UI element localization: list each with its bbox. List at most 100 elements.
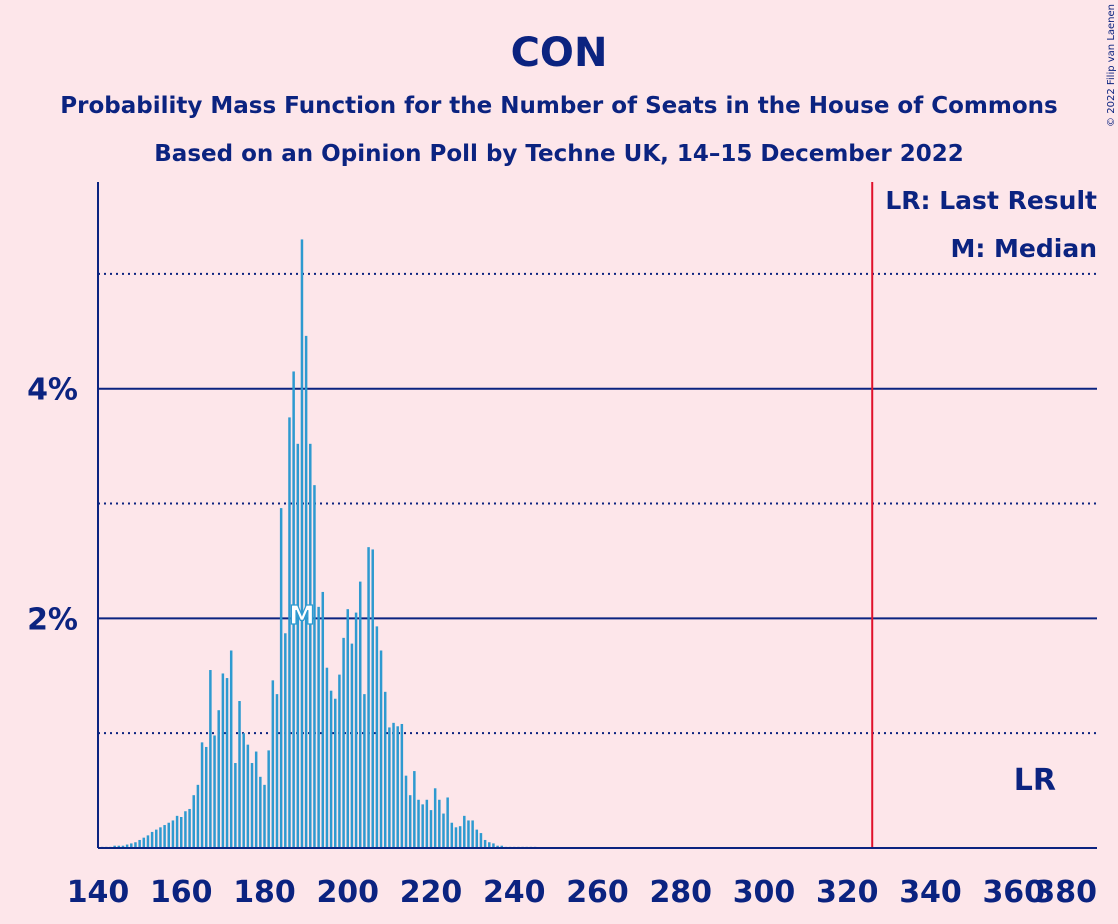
bar xyxy=(188,808,191,848)
bar xyxy=(238,701,241,848)
bar xyxy=(242,733,245,848)
bar xyxy=(321,591,325,848)
x-tick-label: 360 xyxy=(982,875,1045,910)
bar xyxy=(421,804,424,848)
bar xyxy=(458,826,462,848)
bar xyxy=(225,678,229,848)
bar xyxy=(150,831,154,848)
bar xyxy=(288,417,291,848)
bar xyxy=(429,810,433,848)
bar xyxy=(309,443,312,848)
x-tick-label: 140 xyxy=(67,875,130,910)
bar xyxy=(167,822,171,848)
gridlines xyxy=(98,272,1097,735)
x-tick-label: 300 xyxy=(733,875,796,910)
bar xyxy=(413,771,416,848)
bar xyxy=(442,813,445,848)
bar xyxy=(329,690,333,848)
bar xyxy=(204,746,208,848)
x-tick-label: 280 xyxy=(649,875,712,910)
bar xyxy=(446,797,449,848)
bar xyxy=(346,609,349,848)
bar xyxy=(117,845,121,848)
bar xyxy=(263,784,266,848)
bar xyxy=(483,839,487,848)
bar xyxy=(388,727,391,848)
bar xyxy=(408,795,412,848)
bar xyxy=(383,691,387,848)
bar xyxy=(180,816,183,848)
bars-group: M xyxy=(100,239,537,848)
bar xyxy=(229,650,233,848)
bar xyxy=(234,763,237,848)
bar xyxy=(471,820,474,848)
bar xyxy=(267,750,270,848)
bar xyxy=(271,680,275,848)
bar xyxy=(338,674,341,848)
bar xyxy=(400,723,404,848)
bar xyxy=(371,549,374,848)
bar xyxy=(213,735,216,848)
bar xyxy=(304,335,308,848)
y-tick-label: 2% xyxy=(27,602,78,637)
bar xyxy=(392,722,395,848)
bar xyxy=(358,581,362,848)
bar xyxy=(142,837,146,848)
bar xyxy=(467,820,470,848)
legend-last-result: LR: Last Result xyxy=(885,186,1097,215)
bar xyxy=(175,815,179,848)
bar xyxy=(184,811,187,848)
bar xyxy=(367,547,370,848)
x-tick-label: 380 xyxy=(1034,875,1097,910)
bar xyxy=(155,829,158,848)
bar xyxy=(417,799,420,848)
bar xyxy=(454,827,458,848)
x-tick-label: 200 xyxy=(316,875,379,910)
x-tick-label: 220 xyxy=(400,875,463,910)
bar xyxy=(163,825,166,848)
bar xyxy=(196,784,200,848)
bar xyxy=(159,827,162,848)
bar xyxy=(200,742,204,848)
bar xyxy=(488,842,491,848)
bar xyxy=(334,698,337,848)
y-axis-ticks: 2% 4% xyxy=(27,373,78,638)
bar xyxy=(375,626,379,848)
bar xyxy=(279,508,283,848)
bar xyxy=(500,845,504,848)
bar xyxy=(217,710,220,848)
bar xyxy=(254,751,258,848)
bar xyxy=(221,673,225,848)
bar xyxy=(425,799,429,848)
bar xyxy=(492,843,495,848)
x-tick-label: 160 xyxy=(150,875,213,910)
x-tick-label: 180 xyxy=(233,875,296,910)
bar xyxy=(342,637,345,848)
x-tick-label: 240 xyxy=(483,875,546,910)
bar xyxy=(363,694,366,848)
x-tick-label: 260 xyxy=(566,875,629,910)
bar xyxy=(209,670,212,848)
bar xyxy=(379,650,383,848)
bar xyxy=(475,829,479,848)
bar xyxy=(396,726,399,848)
bar xyxy=(450,822,454,848)
bar xyxy=(250,763,254,848)
bar xyxy=(313,485,316,848)
y-tick-label: 4% xyxy=(27,373,78,408)
bar xyxy=(284,633,287,848)
copyright-credit: © 2022 Filip van Laenen xyxy=(1106,4,1117,127)
x-tick-label: 320 xyxy=(816,875,879,910)
bar xyxy=(354,612,358,848)
bar xyxy=(130,843,133,848)
bar xyxy=(113,845,116,848)
bar xyxy=(463,815,466,848)
bar xyxy=(433,788,437,848)
bar xyxy=(350,643,354,848)
median-marker: M xyxy=(289,601,315,631)
chart-subtitle: Probability Mass Function for the Number… xyxy=(60,93,1057,119)
bar xyxy=(146,835,150,848)
bar xyxy=(125,844,129,848)
